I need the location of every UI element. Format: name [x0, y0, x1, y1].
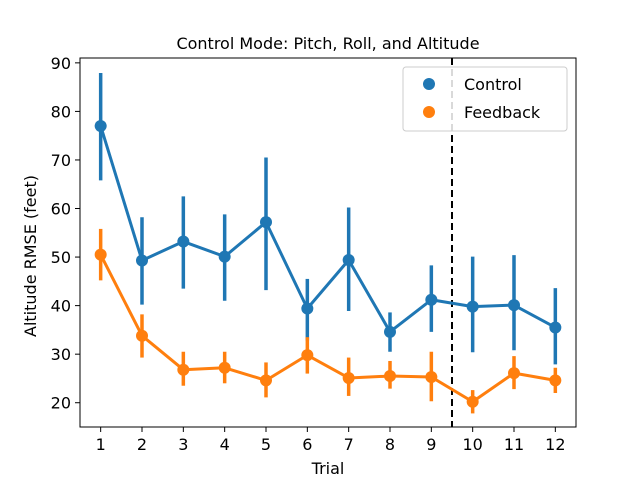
control-series-line: [99, 125, 557, 334]
y-tick-label: 80: [51, 102, 71, 121]
x-tick-label: 3: [178, 435, 188, 454]
control-point: [301, 302, 314, 315]
y-tick-label: 70: [51, 151, 71, 170]
x-tick-label: 1: [96, 435, 106, 454]
x-axis-label: Trial: [311, 459, 345, 478]
y-tick-label: 90: [51, 54, 71, 73]
control-point: [425, 293, 438, 306]
control-point: [218, 250, 231, 263]
feedback-point: [218, 361, 231, 374]
feedback-point: [425, 370, 438, 383]
feedback-point: [466, 395, 479, 408]
control-point: [384, 325, 396, 338]
x-tick-label: 11: [504, 435, 524, 454]
feedback-point: [260, 374, 272, 387]
control-point: [94, 119, 107, 132]
control-point: [508, 299, 520, 312]
feedback-point: [94, 248, 107, 261]
y-tick-label: 60: [51, 200, 71, 219]
x-tick-label: 10: [462, 435, 482, 454]
y-axis-label: Altitude RMSE (feet): [21, 175, 40, 337]
legend-box: [402, 66, 568, 132]
control-point: [549, 321, 562, 334]
control-point: [466, 300, 479, 313]
x-tick-label: 12: [545, 435, 565, 454]
x-tick-label: 8: [385, 435, 395, 454]
legend-label-control: Control: [464, 75, 522, 94]
y-tick-label: 30: [51, 345, 71, 364]
legend-marker-control: [423, 78, 435, 90]
legend-marker-feedback: [423, 106, 435, 118]
x-tick-label: 4: [220, 435, 230, 454]
feedback-point: [549, 374, 562, 387]
y-tick-label: 40: [51, 297, 71, 316]
control-point: [136, 254, 148, 267]
x-tick-label: 7: [344, 435, 354, 454]
feedback-series-line: [99, 253, 556, 404]
legend-label-feedback: Feedback: [464, 103, 541, 122]
control-point: [342, 253, 355, 266]
chart-title: Control Mode: Pitch, Roll, and Altitude: [176, 34, 479, 53]
y-tick-label: 20: [51, 394, 71, 413]
feedback-point: [384, 370, 396, 383]
x-tick-label: 5: [261, 435, 271, 454]
x-tick-label: 6: [302, 435, 312, 454]
feedback-point: [508, 367, 520, 380]
feedback-point: [136, 329, 148, 342]
x-tick-label: 9: [426, 435, 436, 454]
feedback-point: [177, 363, 190, 376]
control-point: [260, 216, 272, 229]
plot-frame: [79, 57, 577, 428]
feedback-point: [342, 371, 355, 384]
feedback-point: [301, 349, 314, 362]
control-point: [177, 235, 190, 248]
y-tick-label: 50: [51, 248, 71, 267]
x-tick-label: 2: [137, 435, 147, 454]
